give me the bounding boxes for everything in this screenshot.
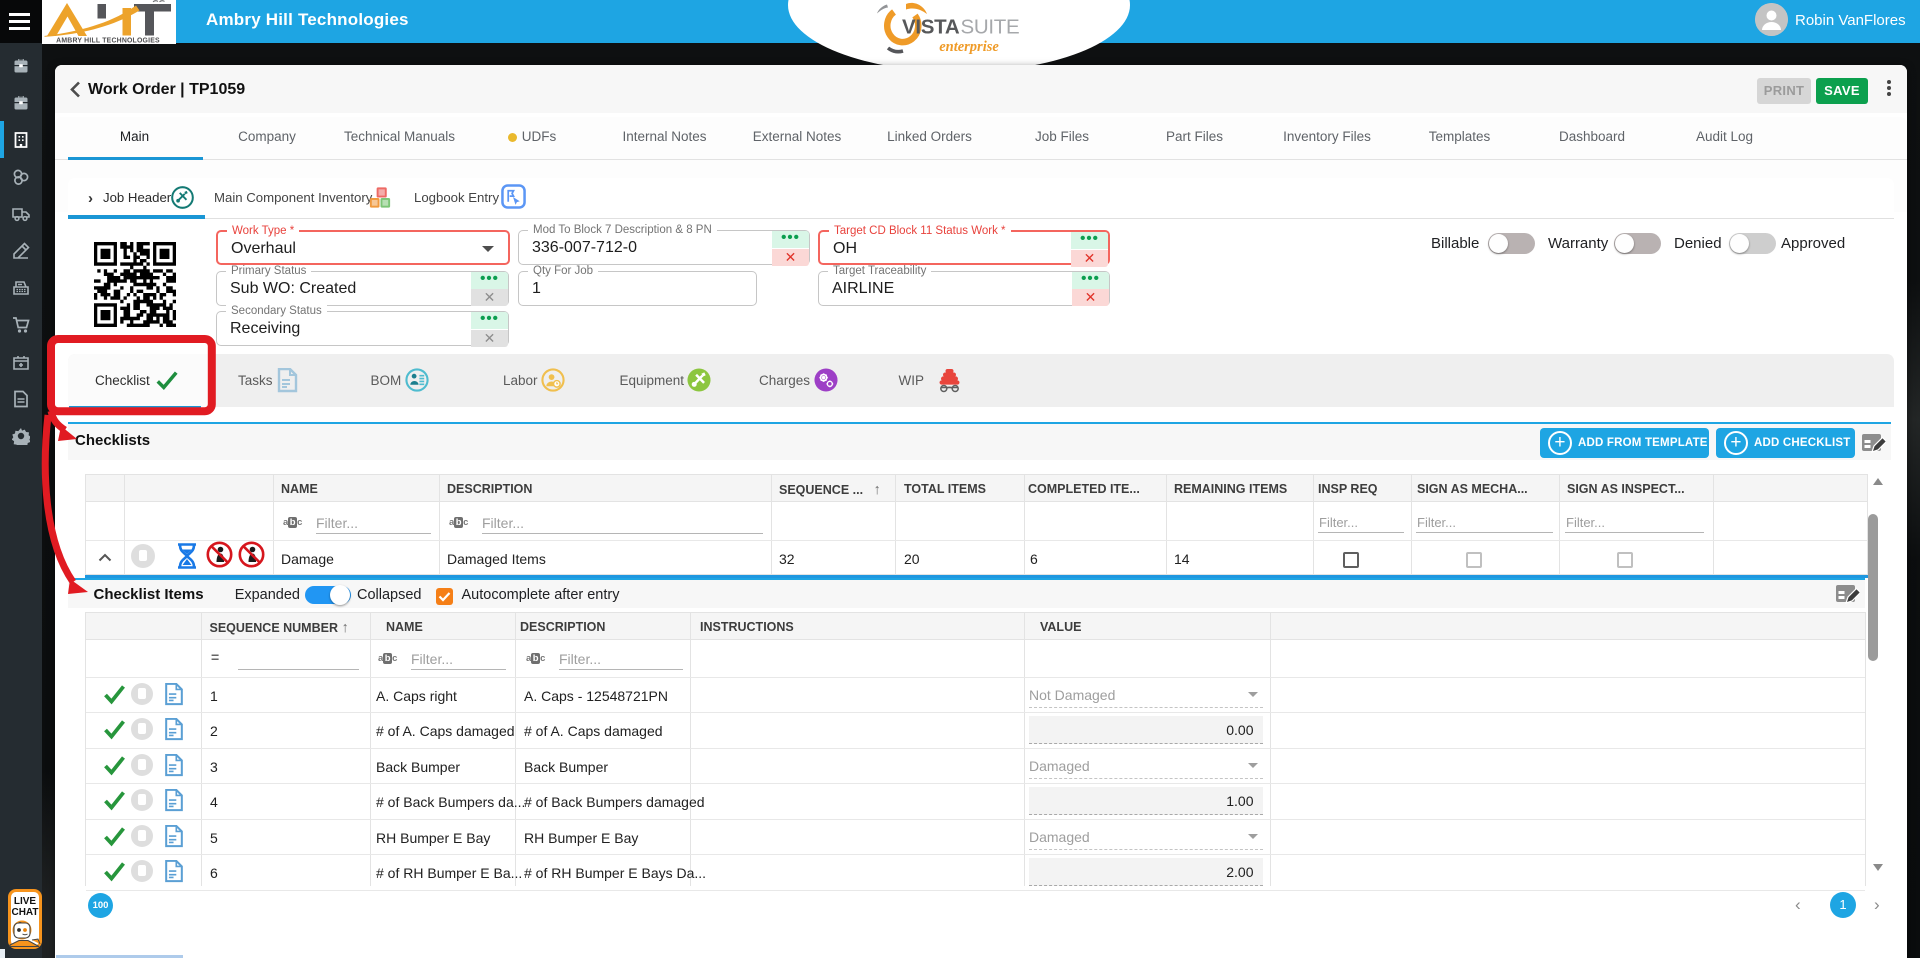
svg-text:VISTA: VISTA: [902, 16, 960, 39]
svg-text:SUITE: SUITE: [961, 16, 1020, 39]
svg-text:enterprise: enterprise: [939, 39, 999, 55]
svg-text:AMBRY HILL TECHNOLOGIES: AMBRY HILL TECHNOLOGIES: [56, 38, 160, 45]
